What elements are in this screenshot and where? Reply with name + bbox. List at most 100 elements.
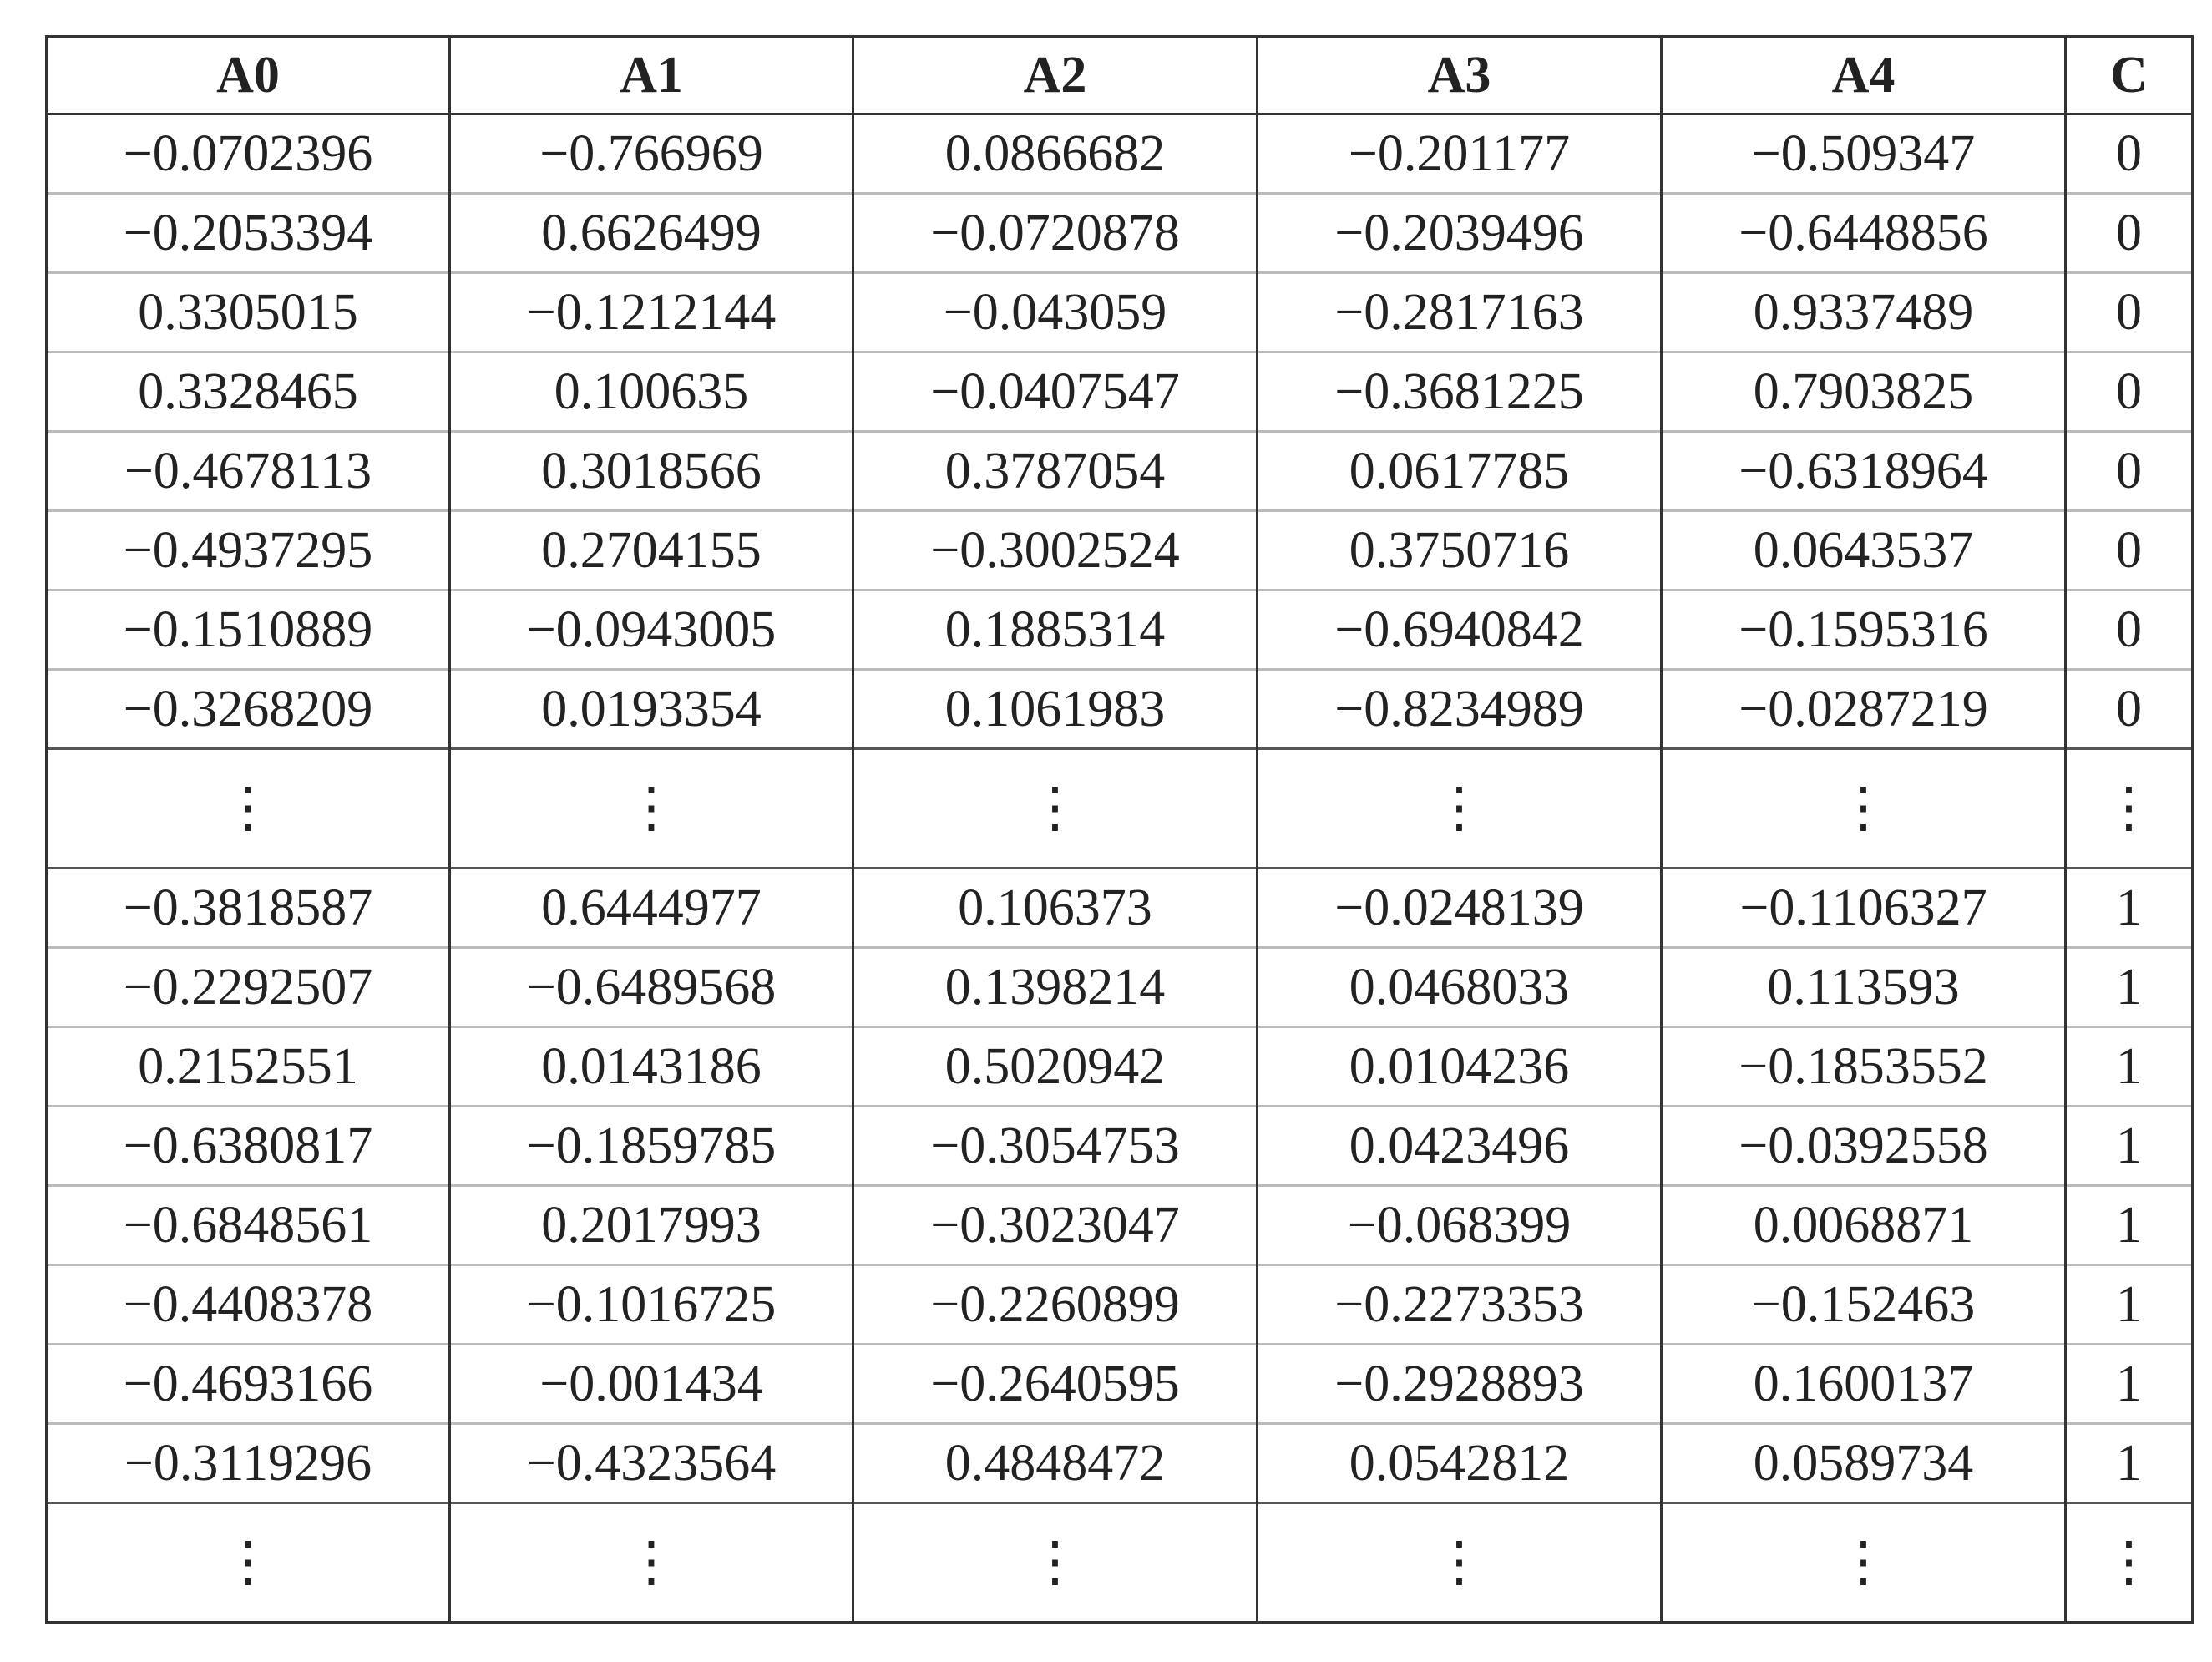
cell: −0.1106327 — [1660, 867, 2067, 948]
cell: −0.6848561 — [45, 1184, 451, 1265]
cell: 0.3750716 — [1256, 509, 1663, 590]
header-cell: A0 — [45, 35, 451, 115]
cell: −0.2292507 — [45, 946, 451, 1027]
ellipsis-cell: ⋮ — [2064, 747, 2194, 869]
cell: −0.3023047 — [852, 1184, 1258, 1265]
cell: 0.0617785 — [1256, 430, 1663, 511]
header-cell: A3 — [1256, 35, 1663, 115]
cell: −0.6448856 — [1660, 192, 2067, 273]
data-row: −0.4937295 0.2704155 −0.3002524 0.3750716 0.… — [45, 509, 2194, 590]
cell: 0.0104236 — [1256, 1026, 1663, 1107]
cell: −0.3002524 — [852, 509, 1258, 590]
cell: 1 — [2064, 1264, 2194, 1345]
cell: −0.3818587 — [45, 867, 451, 948]
cell: 0 — [2064, 351, 2194, 432]
cell: −0.001434 — [448, 1343, 854, 1424]
cell: −0.1595316 — [1660, 589, 2067, 670]
cell: 1 — [2064, 1026, 2194, 1107]
cell: 0.0643537 — [1660, 509, 2067, 590]
cell: 1 — [2064, 1105, 2194, 1186]
cell: −0.1859785 — [448, 1105, 854, 1186]
cell: 1 — [2064, 1422, 2194, 1503]
cell: 0 — [2064, 509, 2194, 590]
cell: −0.0702396 — [45, 113, 451, 194]
cell: −0.3268209 — [45, 668, 451, 749]
cell: −0.152463 — [1660, 1264, 2067, 1345]
cell: −0.201177 — [1256, 113, 1663, 194]
cell: 0 — [2064, 430, 2194, 511]
data-row: −0.4678113 0.3018566 0.3787054 0.0617785 −0.… — [45, 430, 2194, 511]
ellipsis-cell: ⋮ — [448, 1502, 854, 1624]
header-cell: A4 — [1660, 35, 2067, 115]
data-row: −0.3119296 −0.4323564 0.4848472 0.0542812 0.… — [45, 1422, 2194, 1503]
cell: 0 — [2064, 113, 2194, 194]
data-row: 0.2152551 0.0143186 0.5020942 0.0104236 −0.1… — [45, 1026, 2194, 1107]
ellipsis-cell: ⋮ — [45, 747, 451, 869]
cell: −0.2928893 — [1256, 1343, 1663, 1424]
ellipsis-cell: ⋮ — [448, 747, 854, 869]
ellipsis-cell: ⋮ — [1660, 747, 2067, 869]
data-row: −0.6848561 0.2017993 −0.3023047 −0.068399 0.… — [45, 1184, 2194, 1265]
cell: −0.6940842 — [1256, 589, 1663, 670]
cell: 0 — [2064, 271, 2194, 352]
table-body: −0.0702396 −0.766969 0.0866682 −0.201177 −0.… — [45, 113, 2194, 1624]
cell: −0.3681225 — [1256, 351, 1663, 432]
data-row: −0.1510889 −0.0943005 0.1885314 −0.6940842−… — [45, 589, 2194, 670]
cell: −0.2260899 — [852, 1264, 1258, 1345]
data-row: −0.3818587 0.6444977 0.106373 −0.0248139 −0.… — [45, 867, 2194, 948]
table-wrapper: A0 A1 A2 A3 A4 C −0.0702396 −0.766969 0.0866682… — [45, 35, 2194, 1624]
data-row: −0.2292507 −0.6489568 0.1398214 0.0468033 0.… — [45, 946, 2194, 1027]
cell: 0.100635 — [448, 351, 854, 432]
ellipsis-cell: ⋮ — [45, 1502, 451, 1624]
cell: 0.2704155 — [448, 509, 854, 590]
cell: −0.4323564 — [448, 1422, 854, 1503]
cell: 0.1885314 — [852, 589, 1258, 670]
cell: −0.1853552 — [1660, 1026, 2067, 1107]
cell: −0.6489568 — [448, 946, 854, 1027]
cell: −0.509347 — [1660, 113, 2067, 194]
cell: 0.0143186 — [448, 1026, 854, 1107]
cell: −0.6380817 — [45, 1105, 451, 1186]
cell: 0 — [2064, 589, 2194, 670]
cell: 0.9337489 — [1660, 271, 2067, 352]
cell: 0.7903825 — [1660, 351, 2067, 432]
cell: 0 — [2064, 192, 2194, 273]
cell: 0.113593 — [1660, 946, 2067, 1027]
ellipsis-cell: ⋮ — [1256, 747, 1663, 869]
cell: −0.2640595 — [852, 1343, 1258, 1424]
cell: −0.0720878 — [852, 192, 1258, 273]
cell: 0.1398214 — [852, 946, 1258, 1027]
cell: 0.0589734 — [1660, 1422, 2067, 1503]
data-row: −0.2053394 0.6626499 −0.0720878 −0.2039496−… — [45, 192, 2194, 273]
cell: −0.043059 — [852, 271, 1258, 352]
cell: 0.4848472 — [852, 1422, 1258, 1503]
cell: −0.0943005 — [448, 589, 854, 670]
cell: 0.3018566 — [448, 430, 854, 511]
cell: 1 — [2064, 946, 2194, 1027]
header-cell: A1 — [448, 35, 854, 115]
cell: −0.4937295 — [45, 509, 451, 590]
cell: 0.1600137 — [1660, 1343, 2067, 1424]
cell: −0.1016725 — [448, 1264, 854, 1345]
cell: 0.3305015 — [45, 271, 451, 352]
cell: 1 — [2064, 1184, 2194, 1265]
cell: 0.2152551 — [45, 1026, 451, 1107]
ellipsis-row: ⋮ ⋮ ⋮ ⋮ ⋮ ⋮ — [45, 747, 2194, 869]
cell: −0.8234989 — [1256, 668, 1663, 749]
cell: 0.0468033 — [1256, 946, 1663, 1027]
cell: 0.3787054 — [852, 430, 1258, 511]
cell: −0.0287219 — [1660, 668, 2067, 749]
data-row: −0.0702396 −0.766969 0.0866682 −0.201177 −0.… — [45, 113, 2194, 194]
cell: 0.0542812 — [1256, 1422, 1663, 1503]
ellipsis-cell: ⋮ — [1256, 1502, 1663, 1624]
cell: −0.766969 — [448, 113, 854, 194]
cell: −0.1212144 — [448, 271, 854, 352]
cell: −0.0248139 — [1256, 867, 1663, 948]
cell: −0.1510889 — [45, 589, 451, 670]
data-row: 0.3305015 −0.1212144 −0.043059 −0.2817163 0.… — [45, 271, 2194, 352]
header-cell: A2 — [852, 35, 1258, 115]
cell: 0.1061983 — [852, 668, 1258, 749]
cell: −0.2039496 — [1256, 192, 1663, 273]
ellipsis-cell: ⋮ — [852, 747, 1258, 869]
